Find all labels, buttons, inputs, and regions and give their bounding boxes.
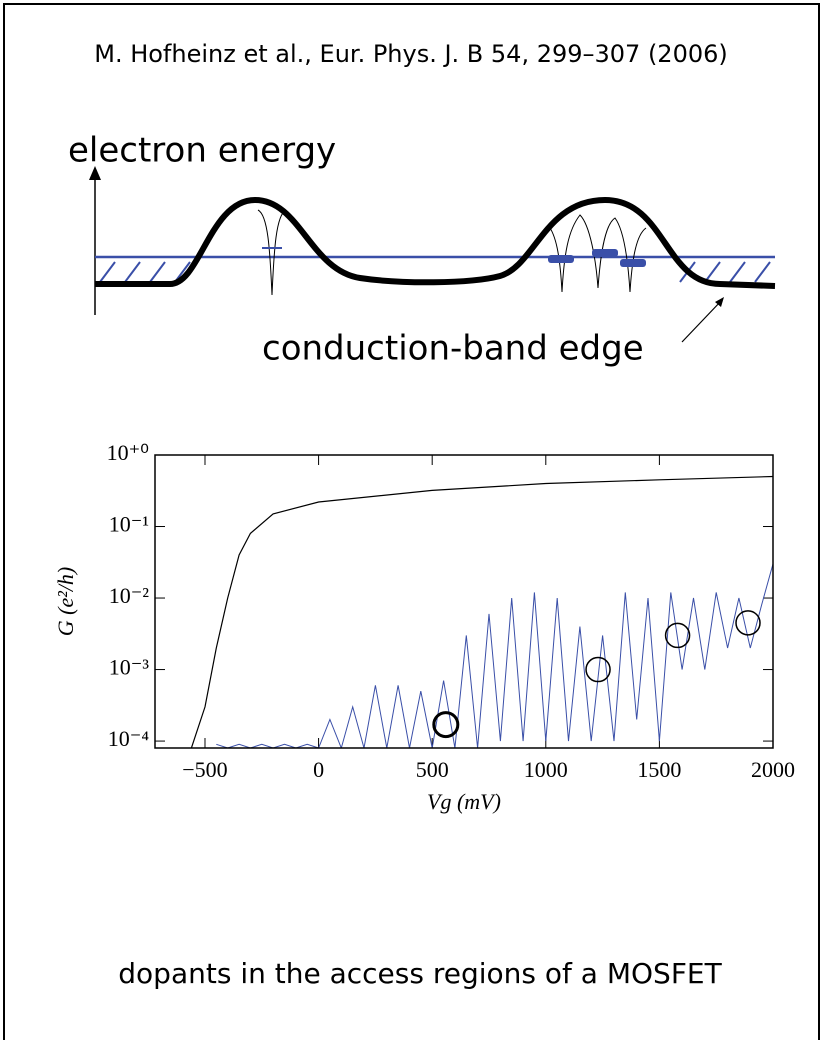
- y-tick-label: 10⁻³: [109, 655, 150, 680]
- plot-frame: [154, 454, 774, 749]
- dopant-levels: [262, 247, 646, 267]
- x-tick-label: 1000: [524, 757, 568, 782]
- x-tick-label: 500: [416, 757, 449, 782]
- curve-label: conduction-band edge: [262, 329, 644, 369]
- data-line: [190, 475, 773, 748]
- highlight-circle: [585, 656, 611, 683]
- x-tick-label: −500: [182, 757, 227, 782]
- y-tick-label: 10⁻²: [109, 583, 150, 608]
- arrow-head: [89, 166, 101, 180]
- band-edge: [95, 196, 776, 289]
- x-axis-label: Vg (mV): [427, 789, 501, 814]
- y-tick-label: 10⁺⁰: [107, 440, 150, 465]
- axis-label: electron energy: [68, 131, 336, 171]
- x-tick-label: 1500: [637, 757, 681, 782]
- y-axis-label: G (e²/h): [53, 567, 78, 637]
- caption: dopants in the access regions of a MOSFE…: [118, 957, 722, 990]
- y-tick-label: 10⁻¹: [109, 512, 149, 537]
- highlight-circle: [432, 711, 460, 739]
- x-tick-label: 2000: [751, 757, 795, 782]
- frame: [3, 3, 820, 1044]
- x-tick-label: 0: [313, 757, 324, 782]
- citation: M. Hofheinz et al., Eur. Phys. J. B 54, …: [94, 40, 728, 68]
- plot: −500 0 500 1000 1500 2000 10⁺⁰ 10⁻¹ 10⁻² 10⁻³ 10⁻⁴…: [53, 440, 795, 814]
- y-tick-label: 10⁻⁴: [108, 726, 150, 751]
- dopant-potential: [257, 209, 647, 296]
- pointer-head: [715, 297, 724, 307]
- highlight-circle: [664, 622, 691, 649]
- pointer: [681, 299, 723, 343]
- data-line: [216, 563, 773, 748]
- diagram: electron energy conduction-band edge: [68, 131, 776, 369]
- highlight-circle: [735, 610, 761, 636]
